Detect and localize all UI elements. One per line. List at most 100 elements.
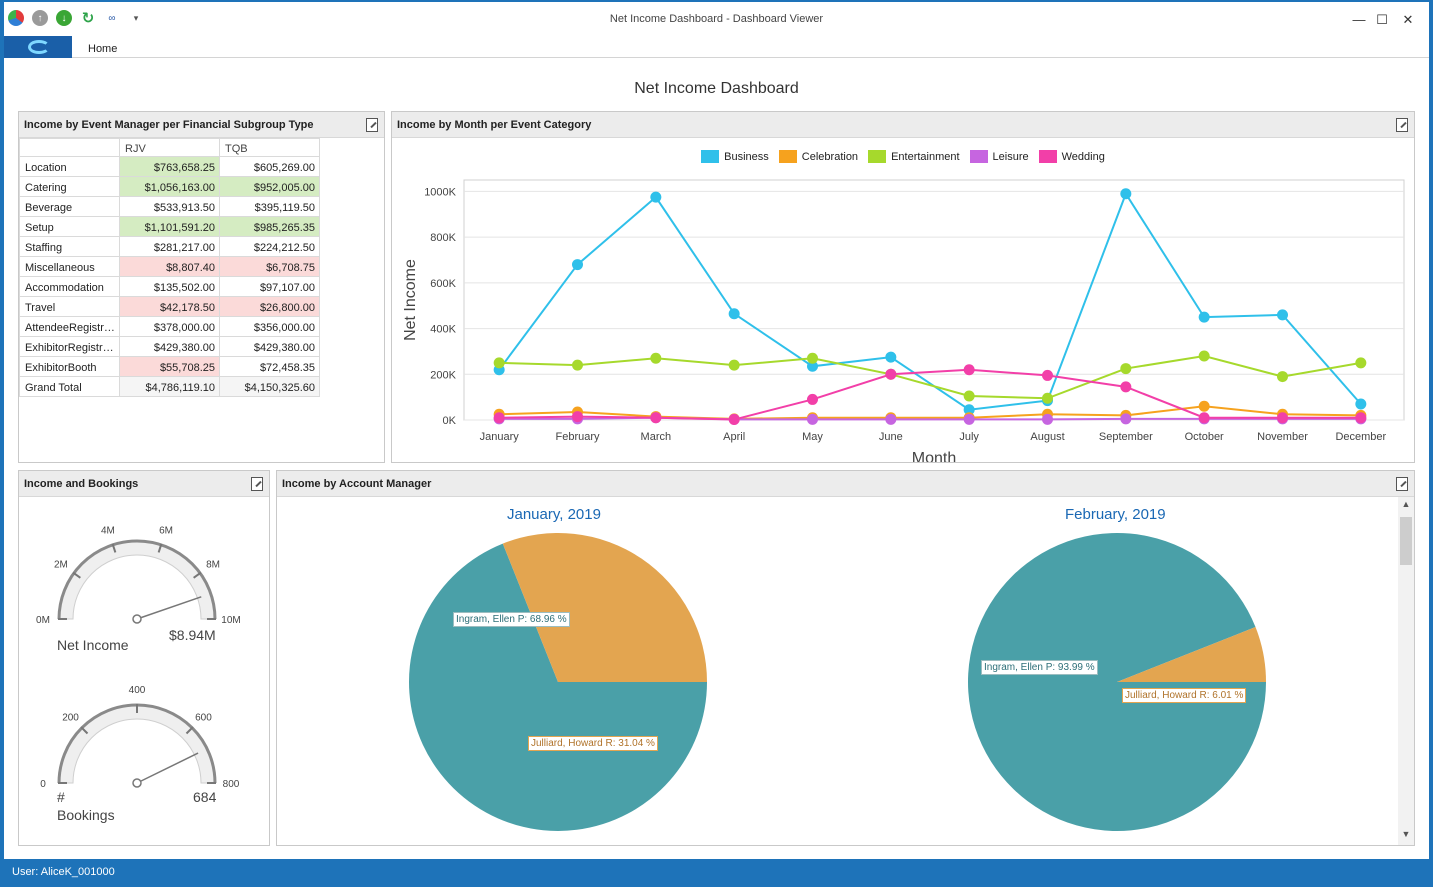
scroll-down-icon[interactable]: ▼ [1401,829,1411,839]
data-point-celebration[interactable] [1198,400,1210,412]
close-button[interactable]: ✕ [1402,12,1414,27]
customize-toolbar-dropdown-icon[interactable]: ▾ [128,10,144,26]
data-point-wedding[interactable] [572,411,583,423]
data-point-business[interactable] [728,308,740,320]
data-point-entertainment[interactable] [572,359,583,371]
series-line-entertainment [499,354,1362,400]
data-point-wedding[interactable] [1042,369,1053,381]
pivot-row: ExhibitorBooth $55,708.25 $72,458.35 [19,356,320,377]
legend-item-leisure[interactable]: Leisure [969,150,1029,163]
export-icon[interactable] [1396,477,1408,491]
data-point-entertainment[interactable] [1277,371,1288,383]
x-tick-label: July [959,431,979,443]
pivot-row: ExhibitorRegistr… $429,380.00 $429,380.00 [19,336,320,357]
pie-label-feb-ingram: Ingram, Ellen P: 93.99 % [981,660,1098,675]
minimize-button[interactable]: — [1352,12,1366,27]
quick-access-toolbar: ↑ ↓ ↻ ∞ ▾ [8,10,144,27]
pivot-row-header[interactable]: Staffing [19,236,120,257]
legend-item-celebration[interactable]: Celebration [778,150,858,163]
pivot-row-header[interactable]: ExhibitorBooth [19,356,120,377]
pivot-row-header[interactable]: Accommodation [19,276,120,297]
bookings-gauge-needle [136,752,199,784]
data-point-leisure[interactable] [807,413,818,425]
pivot-column-header[interactable]: RJV [119,138,220,157]
pivot-column-header[interactable]: TQB [219,138,320,157]
data-point-business[interactable] [1120,188,1132,200]
legend-item-business[interactable]: Business [701,150,769,163]
data-point-business[interactable] [572,259,583,271]
app-chart-icon[interactable] [8,10,24,26]
pivot-title-text: Income by Event Manager per Financial Su… [24,119,314,131]
data-point-entertainment[interactable] [728,359,740,371]
legend-item-entertainment[interactable]: Entertainment [868,150,960,163]
pivot-row-header[interactable]: Location [19,156,120,177]
data-point-wedding[interactable] [807,393,818,405]
pie-title-february: February, 2019 [1065,506,1166,523]
scroll-up-icon[interactable]: ▲ [1401,499,1411,509]
pivot-row-header[interactable]: AttendeeRegistr… [19,316,120,337]
pivot-row-header[interactable]: Beverage [19,196,120,217]
data-point-wedding[interactable] [1277,412,1288,424]
data-point-business[interactable] [807,360,818,372]
pivot-cell-rjv: $429,380.00 [119,336,220,357]
upload-icon[interactable]: ↑ [32,10,48,26]
binoculars-icon[interactable]: ∞ [104,10,120,26]
data-point-entertainment[interactable] [807,352,818,364]
data-point-entertainment[interactable] [1042,392,1053,404]
data-point-leisure[interactable] [1120,413,1132,425]
data-point-business[interactable] [1198,311,1210,323]
data-point-wedding[interactable] [963,364,975,376]
pivot-row-header[interactable]: Miscellaneous [19,256,120,277]
data-point-entertainment[interactable] [963,390,975,402]
pie-slice[interactable] [967,533,1266,831]
pivot-row-header[interactable]: Grand Total [19,376,120,397]
data-point-entertainment[interactable] [1120,363,1132,375]
net-income-gauge-tick [72,571,81,579]
data-point-wedding[interactable] [493,412,505,424]
data-point-wedding[interactable] [650,412,662,424]
line-chart-panel: Income by Month per Event Category Busin… [391,111,1415,463]
net-income-value: $8.94M [169,627,216,643]
application-menu-button[interactable] [4,36,72,58]
net-income-gauge-needle [136,596,202,620]
data-point-entertainment[interactable] [1355,357,1367,369]
export-icon[interactable] [366,118,378,132]
data-point-business[interactable] [1355,398,1367,410]
data-point-entertainment[interactable] [650,352,662,364]
pie-slice[interactable] [502,533,707,682]
pivot-row-header[interactable]: Setup [19,216,120,237]
pivot-row: Accommodation $135,502.00 $97,107.00 [19,276,320,297]
data-point-business[interactable] [885,351,897,363]
pivot-row-header[interactable]: Travel [19,296,120,317]
pivot-row-header[interactable]: ExhibitorRegistr… [19,336,120,357]
data-point-business[interactable] [963,404,975,416]
download-icon[interactable]: ↓ [56,10,72,26]
legend-item-wedding[interactable]: Wedding [1038,150,1105,163]
data-point-entertainment[interactable] [493,357,505,369]
bookings-gauge-tick-label: 0 [40,779,46,790]
data-point-wedding[interactable] [1198,412,1210,424]
pies-scrollbar[interactable]: ▲ ▼ [1398,497,1414,845]
pie-slice[interactable] [1117,627,1266,682]
data-point-wedding[interactable] [728,414,740,426]
data-point-entertainment[interactable] [1198,350,1210,362]
data-point-business[interactable] [650,191,662,203]
data-point-leisure[interactable] [963,413,975,425]
pivot-row-header[interactable]: Catering [19,176,120,197]
tab-home[interactable]: Home [88,43,118,55]
data-point-leisure[interactable] [1042,413,1053,425]
scroll-thumb[interactable] [1400,517,1412,565]
x-axis-title: Month [912,450,956,462]
data-point-wedding[interactable] [885,368,897,380]
refresh-icon[interactable]: ↻ [80,10,96,27]
pivot-cell-tqb: $26,800.00 [219,296,320,317]
data-point-leisure[interactable] [885,413,897,425]
data-point-wedding[interactable] [1120,381,1132,393]
export-icon[interactable] [251,477,263,491]
data-point-wedding[interactable] [1355,412,1367,424]
maximize-button[interactable]: ☐ [1376,12,1388,27]
pivot-cell-rjv: $135,502.00 [119,276,220,297]
export-icon[interactable] [1396,118,1408,132]
data-point-business[interactable] [1277,309,1288,321]
pivot-cell-tqb: $395,119.50 [219,196,320,217]
